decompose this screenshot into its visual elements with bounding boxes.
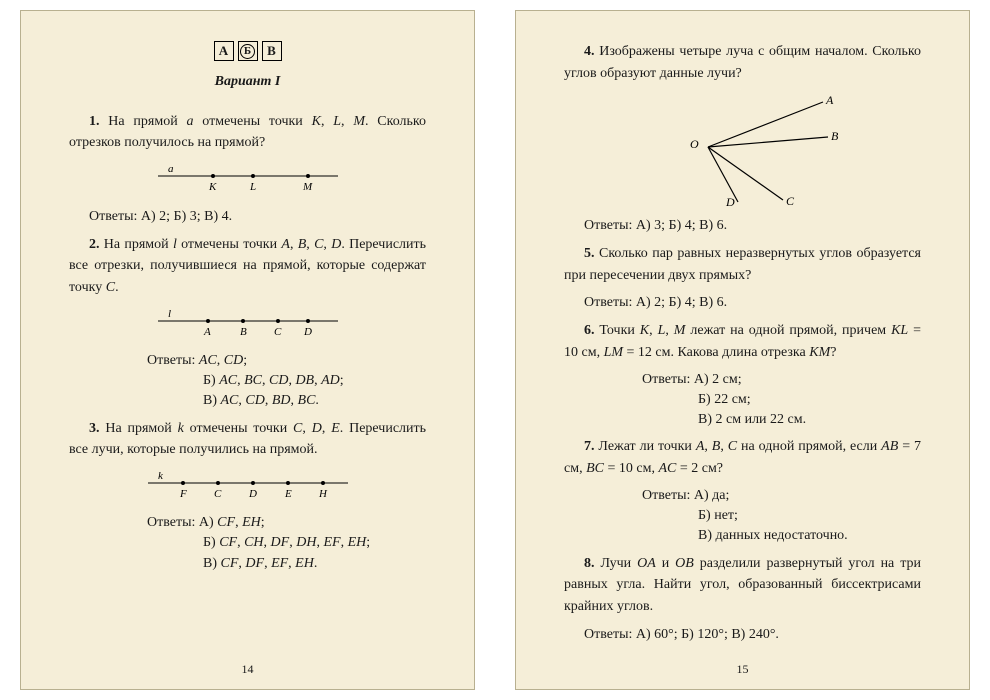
task-1-answers: Ответы: А) 2; Б) 3; В) 4. xyxy=(89,206,426,228)
task-4-figure: O A B C D xyxy=(564,92,921,207)
task-5-answers: Ответы: А) 2; Б) 4; В) 6. xyxy=(584,292,921,314)
fig2-label-l: l xyxy=(168,308,171,320)
page-number-left: 14 xyxy=(21,660,474,679)
task-3: 3. На прямой k отмечены точки C, D, E. П… xyxy=(69,418,426,461)
task-8: 8. Лучи OA и OB разделили развернутый уг… xyxy=(564,553,921,618)
task-8-num: 8. xyxy=(584,556,595,571)
task-6-answers: Ответы: А) 2 см; Б) 22 см; В) 2 см или 2… xyxy=(564,370,921,431)
fig4-d: D xyxy=(725,195,735,207)
task-2-answers: Ответы: AC, CD; Б) AC, BC, CD, DB, AD; В… xyxy=(69,351,426,412)
task-3-answers: Ответы: А) CF, EH; Б) CF, CH, DF, DH, EF… xyxy=(69,513,426,574)
abv-box-c: В xyxy=(262,41,282,61)
variant-title: Вариант I xyxy=(69,71,426,93)
task-4: 4. Изображены четыре луча с общим начало… xyxy=(564,41,921,84)
page-right: 4. Изображены четыре луча с общим начало… xyxy=(515,10,970,690)
t3-ans-c: В) CF, DF, EF, EH. xyxy=(147,554,426,574)
fig3-c: C xyxy=(214,488,222,500)
abv-header: А Б В xyxy=(69,41,426,61)
page-left: А Б В Вариант I 1. На прямой a отмечены … xyxy=(20,10,475,690)
task-5-num: 5. xyxy=(584,246,595,261)
line-klm-svg: a K L M xyxy=(148,162,348,198)
t6-ans-a: Ответы: А) 2 см; xyxy=(642,370,921,390)
fig3-h: H xyxy=(318,488,328,500)
task-4-answers: Ответы: А) 3; Б) 4; В) 6. xyxy=(584,215,921,237)
abv-b: Б xyxy=(240,44,255,59)
fig4-b: B xyxy=(831,129,838,143)
page-number-right: 15 xyxy=(516,660,969,679)
fig3-e: E xyxy=(284,488,292,500)
fig1-k: K xyxy=(208,181,217,193)
task-4-num: 4. xyxy=(584,44,595,59)
rays-svg: O A B C D xyxy=(648,92,838,207)
t2-ans-b: Б) AC, BC, CD, DB, AD; xyxy=(147,371,426,391)
t7-ans-a: Ответы: А) да; xyxy=(642,486,921,506)
fig3-d: D xyxy=(248,488,257,500)
fig2-c: C xyxy=(274,326,282,338)
t6-ans-b: Б) 22 см; xyxy=(642,390,921,410)
t2-ans-c: В) AC, CD, BD, BC. xyxy=(147,391,426,411)
fig1-m: M xyxy=(302,181,313,193)
task-1: 1. На прямой a отмечены точки K, L, M. С… xyxy=(69,111,426,154)
t7-ans-c: В) данных недостаточно. xyxy=(642,526,921,546)
task-7-answers: Ответы: А) да; Б) нет; В) данных недоста… xyxy=(564,486,921,547)
task-7-num: 7. xyxy=(584,439,595,454)
fig2-b: B xyxy=(240,326,247,338)
abv-c: В xyxy=(267,41,276,61)
t2-ans-label: Ответы: AC, CD; xyxy=(147,351,426,371)
task-2-num: 2. xyxy=(89,237,100,252)
abv-box-a: А xyxy=(214,41,234,61)
abv-a: А xyxy=(219,41,228,61)
line-fcdeh-svg: k F C D E H xyxy=(138,469,358,505)
task-1-num: 1. xyxy=(89,114,100,129)
task-8-answers: Ответы: А) 60°; Б) 120°; В) 240°. xyxy=(584,624,921,646)
fig4-c: C xyxy=(786,194,795,207)
task-2: 2. На прямой l отмечены точки A, B, C, D… xyxy=(69,234,426,299)
fig2-d: D xyxy=(303,326,312,338)
fig4-o: O xyxy=(690,137,699,151)
t3-ans-a: Ответы: А) CF, EH; xyxy=(147,513,426,533)
task-2-figure: l A B C D xyxy=(69,307,426,343)
task-3-num: 3. xyxy=(89,421,100,436)
t6-ans-c: В) 2 см или 22 см. xyxy=(642,410,921,430)
fig4-a: A xyxy=(825,93,834,107)
task-7: 7. Лежат ли точки A, B, C на одной прямо… xyxy=(564,436,921,479)
task-3-figure: k F C D E H xyxy=(69,469,426,505)
t7-ans-b: Б) нет; xyxy=(642,506,921,526)
t3-ans-b: Б) CF, CH, DF, DH, EF, EH; xyxy=(147,533,426,553)
fig1-l: L xyxy=(249,181,256,193)
task-6-num: 6. xyxy=(584,323,595,338)
fig3-label-k: k xyxy=(158,470,164,482)
task-6: 6. Точки K, L, M лежат на одной прямой, … xyxy=(564,320,921,363)
task-5: 5. Сколько пар равных неразвернутых угло… xyxy=(564,243,921,286)
fig3-f: F xyxy=(179,488,187,500)
fig2-a: A xyxy=(203,326,211,338)
task-1-figure: a K L M xyxy=(69,162,426,198)
fig1-label-a: a xyxy=(168,163,174,175)
abv-box-b: Б xyxy=(238,41,258,61)
line-abcd-svg: l A B C D xyxy=(148,307,348,343)
